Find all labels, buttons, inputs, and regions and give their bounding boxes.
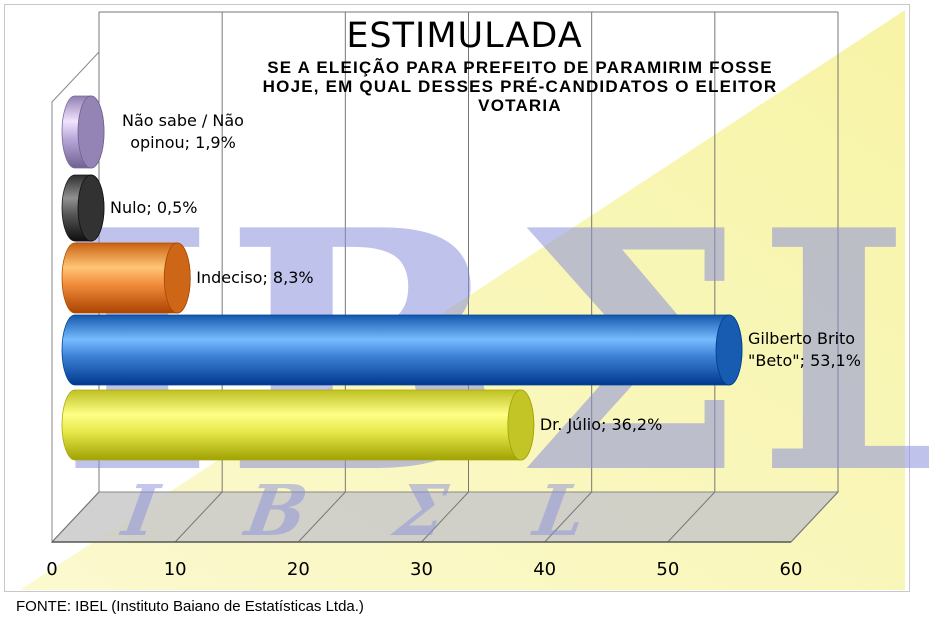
bar-value-label: Nulo; 0,5%: [110, 197, 197, 219]
bar: [61, 242, 191, 314]
x-tick-label: 10: [164, 559, 187, 580]
bar-value-label: Não sabe / Não opinou; 1,9%: [118, 110, 248, 154]
bar: [61, 174, 105, 242]
chart-title: ESTIMULADA: [346, 16, 583, 56]
gridline-depth: [667, 491, 716, 543]
gridline-depth: [297, 491, 346, 543]
bar-value-label: Dr. Júlio; 36,2%: [540, 414, 662, 436]
bar-cap: [507, 389, 535, 461]
bar-value-label: Indeciso; 8,3%: [196, 267, 313, 289]
bar-body: [61, 314, 743, 386]
gridline-depth: [51, 491, 100, 543]
bar: [61, 95, 105, 169]
bar-value-label-line: "Beto"; 53,1%: [748, 351, 861, 370]
bar-value-label-line: opinou; 1,9%: [130, 133, 236, 152]
bar-body: [61, 389, 535, 461]
subtitle-line: HOJE, EM QUAL DESSES PRÉ-CANDIDATOS O EL…: [262, 77, 778, 96]
gridline-depth: [421, 491, 469, 543]
bars: [61, 95, 743, 461]
bar-cap: [715, 314, 743, 386]
bar-value-label-line: Dr. Júlio; 36,2%: [539, 415, 663, 434]
bar-cap: [77, 174, 105, 242]
source-note: FONTE: IBEL (Instituto Baiano de Estatís…: [16, 598, 364, 615]
watermark-floor-text: IBΣL: [109, 470, 690, 552]
bar-value-label-line: Não sabe / Não: [122, 111, 244, 130]
gridline-depth: [174, 491, 223, 543]
bar-value-label: Gilberto Brito "Beto"; 53,1%: [748, 328, 861, 372]
bar-cap: [163, 242, 191, 314]
x-axis: 0 10 20 30 40 50 60: [46, 559, 802, 580]
x-tick-label: 50: [656, 559, 679, 580]
x-tick-label: 30: [410, 559, 433, 580]
x-tick-label: 20: [287, 559, 310, 580]
subtitle-line: VOTARIA: [478, 96, 562, 115]
bar-value-label-line: Indeciso; 8,3%: [196, 268, 314, 287]
chart-subtitle: SE A ELEIÇÃO PARA PREFEITO DE PARAMIRIM …: [120, 58, 920, 115]
gridline-depth: [790, 491, 839, 543]
x-tick-label: 0: [46, 559, 57, 580]
gridline-depth: [544, 491, 593, 543]
bar-cap: [77, 95, 105, 169]
subtitle-line: SE A ELEIÇÃO PARA PREFEITO DE PARAMIRIM …: [267, 58, 773, 77]
bar-value-label-line: Gilberto Brito: [748, 329, 856, 348]
bar: [61, 389, 535, 461]
x-tick-label: 60: [780, 559, 803, 580]
x-tick-label: 40: [533, 559, 556, 580]
bar-value-label-line: Nulo; 0,5%: [110, 198, 198, 217]
bar: [61, 314, 743, 386]
